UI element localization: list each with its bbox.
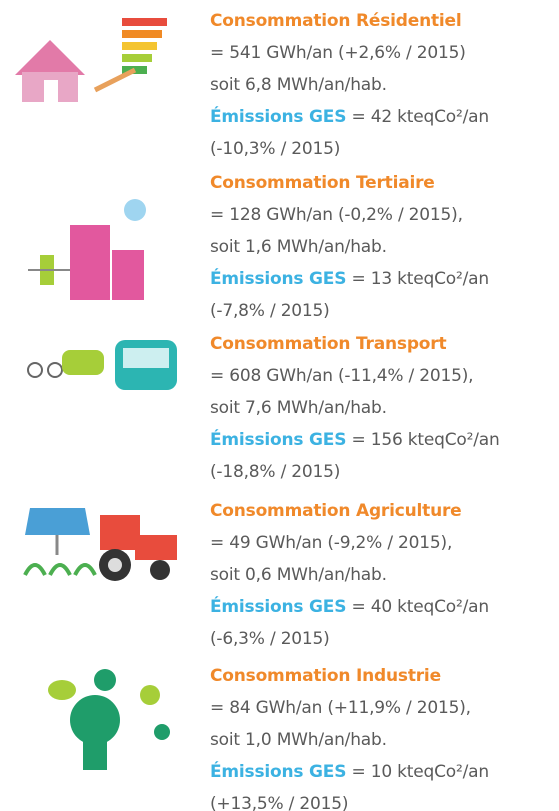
change-line: (-10,3% / 2015) — [210, 138, 340, 160]
change-line: (-18,8% / 2015) — [210, 461, 340, 483]
emissions-value: = 10 kteqCo²/an — [351, 762, 488, 782]
text-line: soit 6,8 MWh/an/hab. — [210, 74, 387, 96]
change-line: (-6,3% / 2015) — [210, 628, 330, 650]
emissions-change: (+13,5% / 2015) — [210, 794, 348, 811]
text-line: = 49 GWh/an (-9,2% / 2015), — [210, 532, 452, 554]
item-text: soit 1,0 MWh/an/hab. — [210, 730, 387, 750]
emissions-line: Émissions GES = 156 kteqCo²/an — [210, 429, 500, 451]
infographic: Consommation Résidentiel = 541 GWh/an (+2… — [0, 0, 559, 811]
change-line: (-7,8% / 2015) — [210, 300, 330, 322]
emissions-change: (-6,3% / 2015) — [210, 629, 330, 649]
emissions-line: Émissions GES = 10 kteqCo²/an — [210, 761, 489, 783]
title-line: Consommation Résidentiel — [210, 10, 462, 32]
emissions-label: Émissions GES — [210, 269, 346, 289]
emissions-line: Émissions GES = 13 kteqCo²/an — [210, 268, 489, 290]
change-line: (+13,5% / 2015) — [210, 793, 348, 811]
emissions-change: (-18,8% / 2015) — [210, 462, 340, 482]
text-line: soit 7,6 MWh/an/hab. — [210, 397, 387, 419]
text-line: soit 0,6 MWh/an/hab. — [210, 564, 387, 586]
item-text: soit 6,8 MWh/an/hab. — [210, 75, 387, 95]
emissions-label: Émissions GES — [210, 597, 346, 617]
text-line: = 608 GWh/an (-11,4% / 2015), — [210, 365, 473, 387]
emissions-label: Émissions GES — [210, 430, 346, 450]
item-title: Consommation Transport — [210, 334, 446, 354]
emissions-change: (-10,3% / 2015) — [210, 139, 340, 159]
emissions-value: = 40 kteqCo²/an — [351, 597, 488, 617]
icons — [0, 0, 200, 811]
emissions-change: (-7,8% / 2015) — [210, 301, 330, 321]
text-line: = 84 GWh/an (+11,9% / 2015), — [210, 697, 471, 719]
item-title: Consommation Tertiaire — [210, 173, 435, 193]
building-icon — [28, 199, 146, 300]
emissions-value: = 42 kteqCo²/an — [351, 107, 488, 127]
emissions-label: Émissions GES — [210, 762, 346, 782]
title-line: Consommation Agriculture — [210, 500, 462, 522]
agriculture-icon — [25, 508, 177, 581]
item-text: = 608 GWh/an (-11,4% / 2015), — [210, 366, 473, 386]
house-icon — [15, 18, 167, 102]
item-text: = 541 GWh/an (+2,6% / 2015) — [210, 43, 466, 63]
emissions-value: = 13 kteqCo²/an — [351, 269, 488, 289]
emissions-line: Émissions GES = 40 kteqCo²/an — [210, 596, 489, 618]
item-title: Consommation Agriculture — [210, 501, 462, 521]
item-text: soit 0,6 MWh/an/hab. — [210, 565, 387, 585]
emissions-line: Émissions GES = 42 kteqCo²/an — [210, 106, 489, 128]
title-line: Consommation Transport — [210, 333, 446, 355]
item-text: = 128 GWh/an (-0,2% / 2015), — [210, 205, 463, 225]
item-text: = 49 GWh/an (-9,2% / 2015), — [210, 533, 452, 553]
industry-icon — [48, 669, 170, 770]
item-title: Consommation Industrie — [210, 666, 441, 686]
text-line: soit 1,0 MWh/an/hab. — [210, 729, 387, 751]
item-text: soit 1,6 MWh/an/hab. — [210, 237, 387, 257]
item-text: = 84 GWh/an (+11,9% / 2015), — [210, 698, 471, 718]
emissions-value: = 156 kteqCo²/an — [351, 430, 499, 450]
text-line: = 128 GWh/an (-0,2% / 2015), — [210, 204, 463, 226]
item-text: soit 7,6 MWh/an/hab. — [210, 398, 387, 418]
item-title: Consommation Résidentiel — [210, 11, 462, 31]
text-line: = 541 GWh/an (+2,6% / 2015) — [210, 42, 466, 64]
emissions-label: Émissions GES — [210, 107, 346, 127]
transport-icon — [28, 340, 177, 390]
title-line: Consommation Tertiaire — [210, 172, 435, 194]
title-line: Consommation Industrie — [210, 665, 441, 687]
text-line: soit 1,6 MWh/an/hab. — [210, 236, 387, 258]
